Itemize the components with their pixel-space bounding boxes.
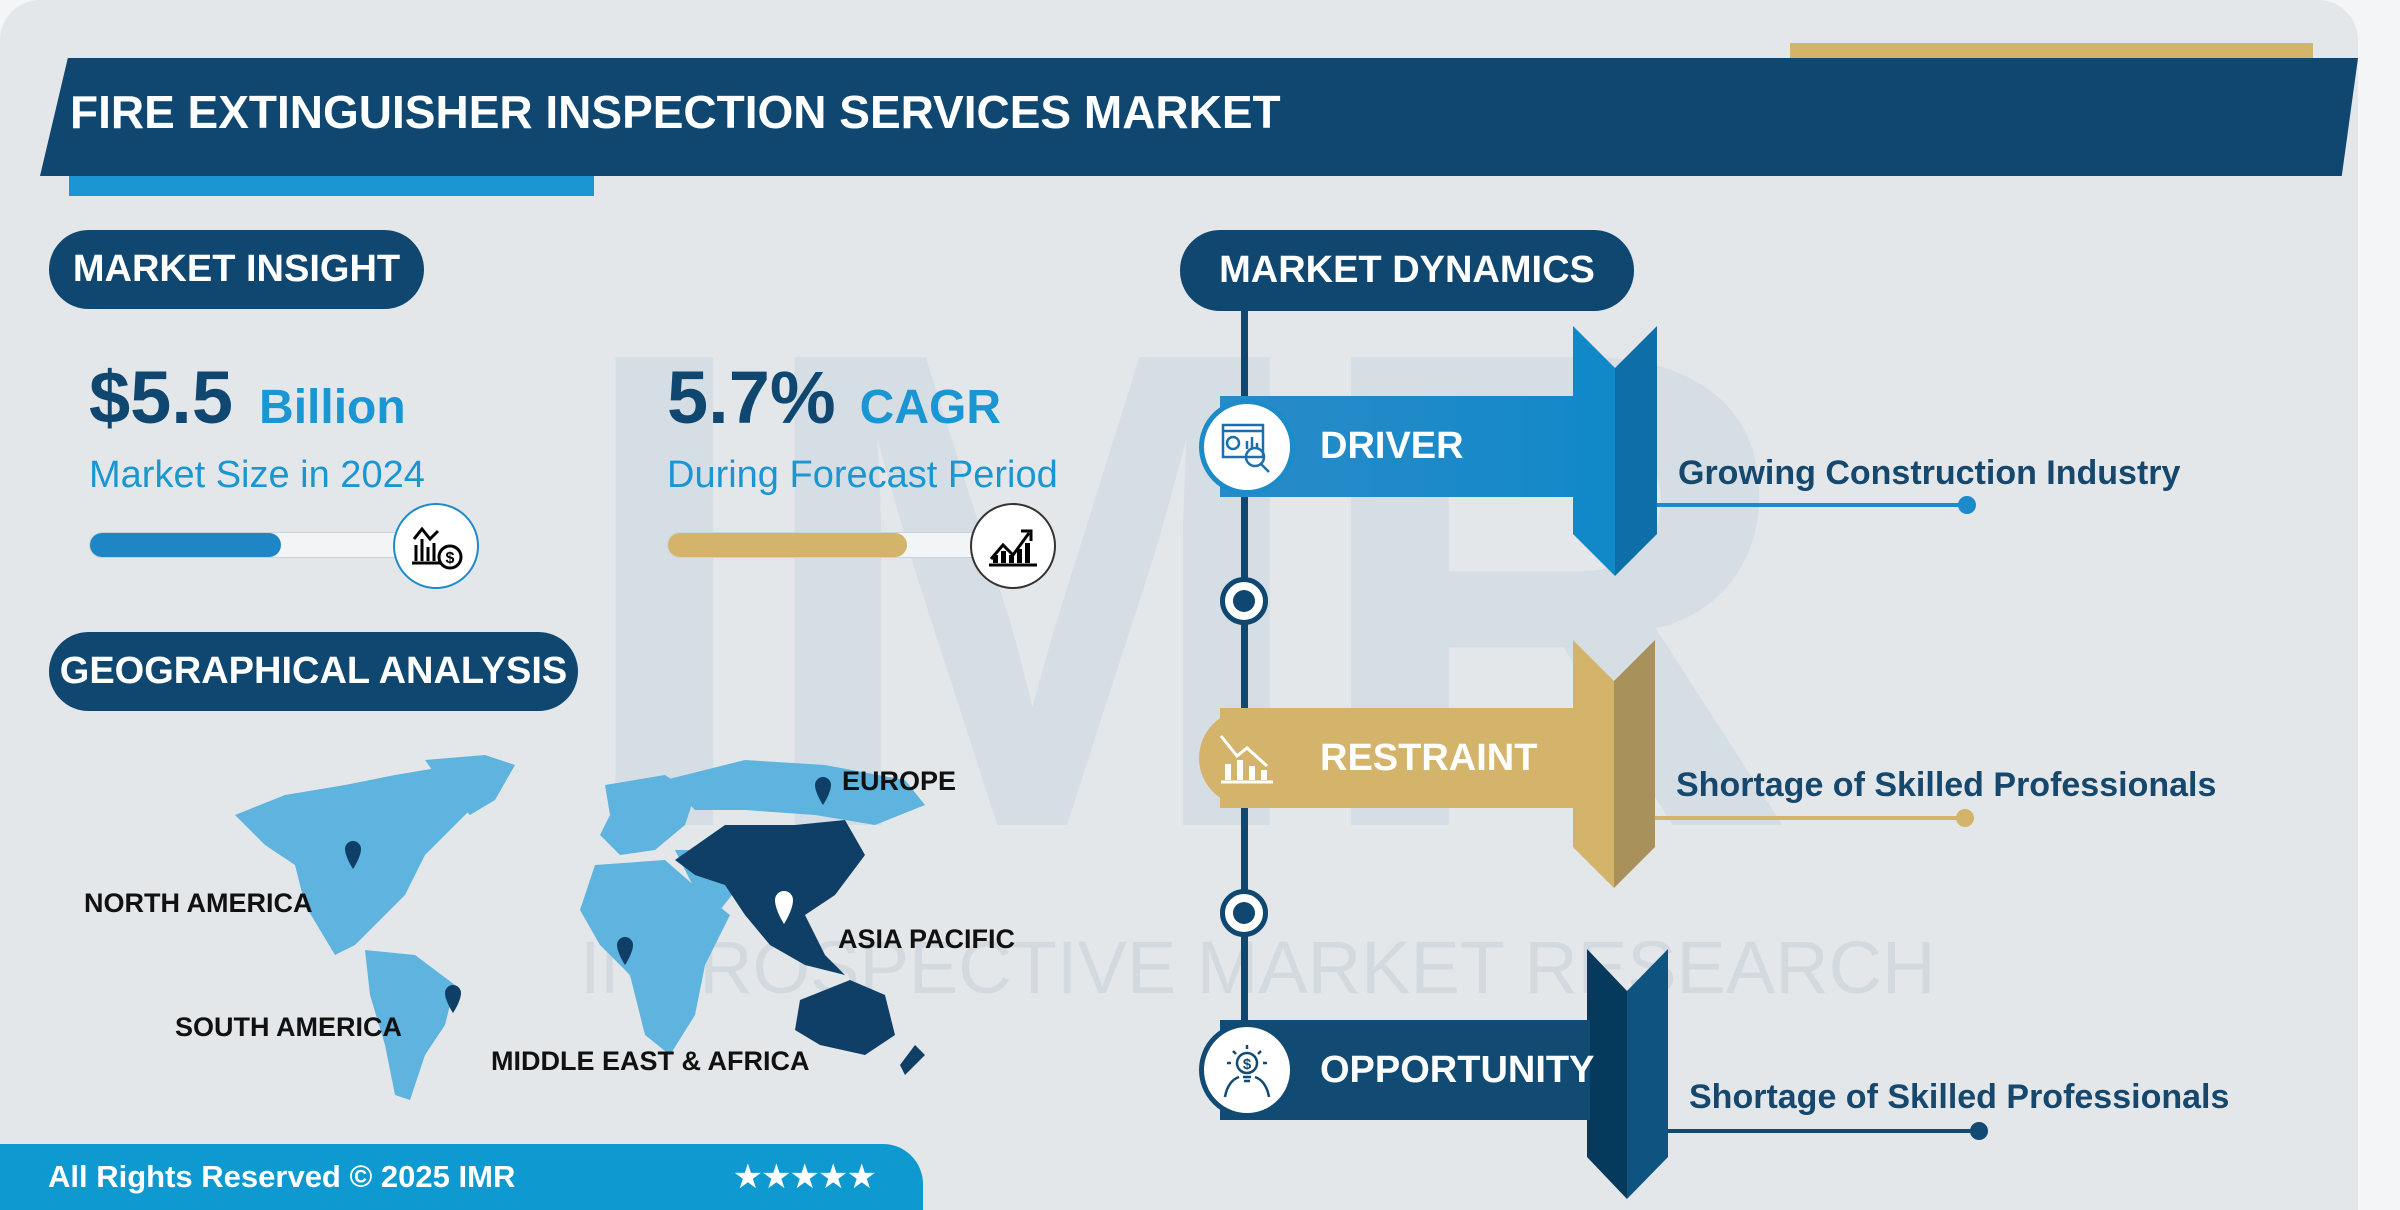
opportunity-text: Shortage of Skilled Professionals xyxy=(1689,1078,2230,1116)
map-north-america xyxy=(235,765,485,955)
market-size-progress xyxy=(89,532,409,558)
timeline-node xyxy=(1220,889,1268,937)
map-south-america xyxy=(365,950,455,1100)
growth-chart-icon xyxy=(970,503,1056,589)
restraint-label: RESTRAINT xyxy=(1320,736,1538,779)
market-size-number: $5.5 xyxy=(89,356,234,439)
restraint-ribbon xyxy=(1573,640,1655,888)
analytics-icon xyxy=(1199,399,1295,495)
cagr-number: 5.7% xyxy=(667,356,836,439)
copyright-text: All Rights Reserved © 2025 IMR xyxy=(48,1159,516,1194)
region-europe: EUROPE xyxy=(842,766,957,796)
geographical-analysis-heading: GEOGRAPHICAL ANALYSIS xyxy=(49,632,578,711)
restraint-dot xyxy=(1956,809,1974,827)
pin-south-america-icon xyxy=(445,985,461,1013)
chart-dollar-icon: $ xyxy=(393,503,479,589)
opportunity-ribbon xyxy=(1587,949,1668,1199)
pin-asia-pacific-icon xyxy=(775,891,793,924)
opportunity-connector xyxy=(1668,1129,1976,1133)
map-australia xyxy=(795,980,895,1055)
cagr-progress xyxy=(667,532,987,558)
driver-ribbon xyxy=(1573,326,1657,576)
svg-text:$: $ xyxy=(446,550,455,567)
region-north-america: NORTH AMERICA xyxy=(84,888,313,918)
timeline-line xyxy=(1241,300,1248,1060)
world-map xyxy=(235,755,925,1100)
idea-dollar-icon: $ xyxy=(1199,1022,1295,1118)
market-size-progress-fill xyxy=(90,533,281,557)
cagr-progress-fill xyxy=(668,533,907,557)
pin-europe-icon xyxy=(815,777,831,805)
page-title: FIRE EXTINGUISHER INSPECTION SERVICES MA… xyxy=(70,86,1281,138)
title-accent-gold xyxy=(1790,43,2313,61)
driver-label: DRIVER xyxy=(1320,425,1464,467)
region-middle-east-africa: MIDDLE EAST & AFRICA xyxy=(491,1046,810,1076)
driver-connector xyxy=(1657,503,1962,507)
cagr-label: During Forecast Period xyxy=(667,454,1058,496)
map-asia-pacific xyxy=(675,820,865,975)
map-greenland xyxy=(425,755,515,815)
region-asia-pacific: ASIA PACIFIC xyxy=(838,924,1016,954)
declining-chart-icon xyxy=(1199,710,1295,806)
title-banner xyxy=(40,58,2358,176)
market-dynamics-heading: MARKET DYNAMICS xyxy=(1180,230,1634,311)
market-size-unit: Billion xyxy=(259,381,406,434)
pin-middle-east-africa-icon xyxy=(617,937,633,965)
svg-text:$: $ xyxy=(1243,1056,1252,1073)
restraint-connector xyxy=(1655,816,1960,820)
driver-dot xyxy=(1958,496,1976,514)
map-russia xyxy=(665,760,925,825)
rating-stars-icon: ★★★★★ xyxy=(732,1158,877,1196)
market-insight-heading: MARKET INSIGHT xyxy=(49,230,424,309)
timeline-node xyxy=(1220,577,1268,625)
map-africa xyxy=(580,860,730,1055)
market-size-value: $5.5 Billion xyxy=(89,355,406,440)
map-europe xyxy=(600,775,695,855)
cagr-unit: CAGR xyxy=(859,381,1001,434)
driver-text: Growing Construction Industry xyxy=(1678,454,2181,492)
market-size-label: Market Size in 2024 xyxy=(89,454,425,496)
map-new-zealand xyxy=(900,1045,925,1075)
pin-north-america-icon xyxy=(345,841,361,869)
region-south-america: SOUTH AMERICA xyxy=(175,1012,402,1042)
opportunity-dot xyxy=(1970,1122,1988,1140)
restraint-text: Shortage of Skilled Professionals xyxy=(1676,766,2217,804)
footer: All Rights Reserved © 2025 IMR ★★★★★ xyxy=(0,1144,923,1210)
location-pins xyxy=(345,777,831,1013)
cagr-value: 5.7% CAGR xyxy=(667,355,1001,440)
opportunity-label: OPPORTUNITY xyxy=(1320,1048,1595,1091)
